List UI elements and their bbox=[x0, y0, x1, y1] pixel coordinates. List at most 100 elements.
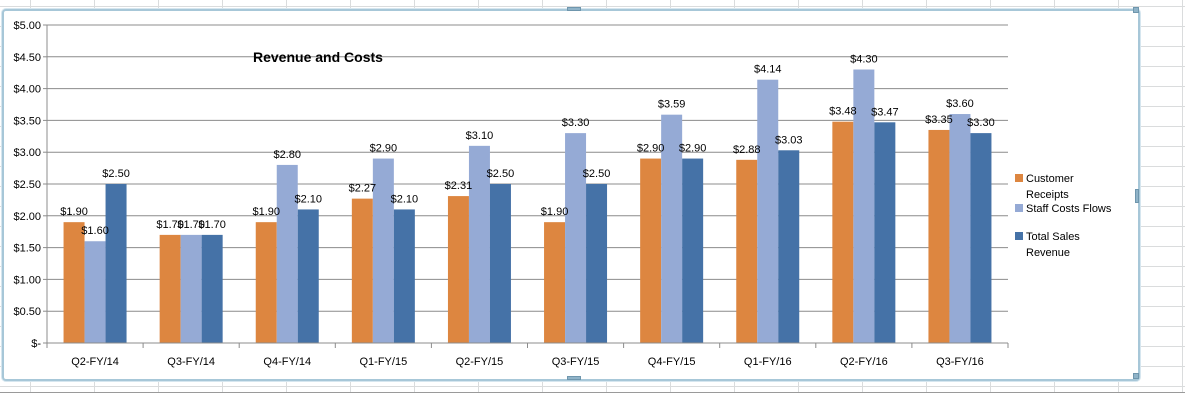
data-label: $3.35 bbox=[925, 114, 953, 126]
resize-handle-right[interactable] bbox=[1135, 189, 1139, 203]
bar-staff-costs-flows bbox=[757, 79, 779, 344]
bar-staff-costs-flows bbox=[372, 158, 394, 343]
data-label: $4.30 bbox=[850, 54, 878, 66]
worksheet-bottom-edge bbox=[0, 392, 1185, 401]
x-tick-label: Q2-FY/14 bbox=[71, 356, 119, 368]
data-label: $1.70 bbox=[156, 219, 184, 231]
bar-customer-receipts bbox=[159, 234, 181, 343]
bar-customer-receipts bbox=[351, 198, 373, 343]
bar-staff-costs-flows bbox=[468, 145, 490, 343]
bar-total-sales-revenue bbox=[393, 209, 415, 343]
legend-label: Revenue bbox=[1026, 247, 1070, 259]
data-label: $2.90 bbox=[370, 143, 398, 155]
bar-total-sales-revenue bbox=[297, 209, 319, 343]
bar-total-sales-revenue bbox=[682, 158, 704, 343]
legend-swatch bbox=[1015, 204, 1023, 212]
bar-customer-receipts bbox=[640, 158, 662, 343]
bar-total-sales-revenue bbox=[489, 184, 511, 343]
bar-customer-receipts bbox=[255, 222, 277, 343]
bar-total-sales-revenue bbox=[105, 184, 127, 343]
axes: $- $0.50 $1.00 $1.50 $2.00 $2.50 $3.00 $3.50 $4.… bbox=[13, 20, 1009, 368]
data-label: $1.90 bbox=[252, 206, 280, 218]
bar-customer-receipts bbox=[736, 159, 758, 343]
y-tick-label: $0.50 bbox=[13, 306, 41, 318]
y-tick-label: $3.00 bbox=[13, 147, 41, 159]
bar-customer-receipts bbox=[447, 196, 469, 343]
x-tick-label: Q3-FY/15 bbox=[552, 356, 600, 368]
bar-staff-costs-flows bbox=[853, 69, 875, 344]
y-tick-label: $- bbox=[31, 338, 41, 350]
bar-total-sales-revenue bbox=[586, 184, 608, 343]
y-tick-label: $1.00 bbox=[13, 274, 41, 286]
x-tick-label: Q1-FY/16 bbox=[744, 356, 792, 368]
x-tick-label: Q4-FY/14 bbox=[263, 356, 311, 368]
legend-swatch bbox=[1015, 174, 1023, 182]
y-tick-label: $4.00 bbox=[13, 84, 41, 96]
legend: Customer Receipts Staff Costs Flows Total S… bbox=[1015, 173, 1112, 259]
y-tick-label: $2.00 bbox=[13, 211, 41, 223]
legend-label: Customer bbox=[1026, 173, 1074, 185]
data-label: $2.31 bbox=[445, 180, 473, 192]
y-tick-label: $1.50 bbox=[13, 243, 41, 255]
data-label: $2.90 bbox=[637, 143, 665, 155]
data-labels: $1.90$1.60$2.50$1.70$1.70$1.70$1.90$2.80… bbox=[60, 54, 994, 238]
x-tick-label: Q2-FY/15 bbox=[456, 356, 504, 368]
data-label: $1.60 bbox=[81, 225, 109, 237]
y-tick-label: $4.50 bbox=[13, 52, 41, 64]
data-label: $3.03 bbox=[775, 134, 803, 146]
bar-customer-receipts bbox=[63, 222, 85, 343]
y-tick-label: $5.00 bbox=[13, 20, 41, 32]
data-label: $3.47 bbox=[871, 106, 899, 118]
bar-total-sales-revenue bbox=[778, 150, 800, 343]
resize-handle-bottom[interactable] bbox=[567, 376, 581, 380]
bar-staff-costs-flows bbox=[180, 234, 202, 343]
chart-title: Revenue and Costs bbox=[253, 49, 383, 65]
data-label: $2.50 bbox=[102, 168, 130, 180]
bar-customer-receipts bbox=[544, 222, 566, 343]
data-label: $2.50 bbox=[487, 168, 515, 180]
data-label: $2.27 bbox=[349, 183, 377, 195]
resize-handle-bottom-right[interactable] bbox=[1133, 373, 1139, 379]
legend-label: Receipts bbox=[1026, 189, 1069, 201]
resize-handle-top[interactable] bbox=[567, 7, 581, 11]
bars bbox=[63, 69, 992, 344]
x-tick-label: Q2-FY/16 bbox=[840, 356, 888, 368]
data-label: $2.50 bbox=[583, 168, 611, 180]
data-label: $1.70 bbox=[198, 219, 226, 231]
data-label: $1.90 bbox=[541, 206, 569, 218]
bar-total-sales-revenue bbox=[874, 122, 896, 343]
bar-customer-receipts bbox=[928, 129, 950, 343]
data-label: $3.48 bbox=[829, 106, 857, 118]
bar-staff-costs-flows bbox=[661, 114, 683, 344]
data-label: $4.14 bbox=[754, 64, 782, 76]
x-tick-label: Q1-FY/15 bbox=[360, 356, 408, 368]
data-label: $2.90 bbox=[679, 143, 707, 155]
legend-label: Total Sales bbox=[1026, 231, 1080, 243]
y-tick-label: $2.50 bbox=[13, 179, 41, 191]
resize-handle-top-right[interactable] bbox=[1133, 7, 1139, 13]
x-tick-label: Q3-FY/14 bbox=[167, 356, 215, 368]
data-label: $1.70 bbox=[177, 219, 205, 231]
data-label: $3.10 bbox=[466, 130, 494, 142]
data-label: $2.10 bbox=[391, 193, 419, 205]
y-tick-label: $3.50 bbox=[13, 115, 41, 127]
data-label: $3.30 bbox=[562, 117, 590, 129]
data-label: $3.59 bbox=[658, 99, 686, 111]
bar-staff-costs-flows bbox=[276, 164, 298, 343]
data-label: $3.30 bbox=[967, 117, 995, 129]
data-label: $2.10 bbox=[294, 193, 322, 205]
x-tick-label: Q3-FY/16 bbox=[936, 356, 984, 368]
bar-total-sales-revenue bbox=[970, 133, 992, 343]
bar-customer-receipts bbox=[832, 121, 854, 343]
data-label: $1.90 bbox=[60, 206, 88, 218]
data-label: $3.60 bbox=[946, 98, 974, 110]
legend-swatch bbox=[1015, 232, 1023, 240]
data-label: $2.80 bbox=[273, 149, 301, 161]
bar-staff-costs-flows bbox=[84, 241, 106, 343]
bar-staff-costs-flows bbox=[565, 133, 587, 343]
data-label: $2.88 bbox=[733, 144, 761, 156]
x-tick-label: Q4-FY/15 bbox=[648, 356, 696, 368]
bar-staff-costs-flows bbox=[949, 114, 971, 343]
bar-total-sales-revenue bbox=[201, 234, 223, 343]
